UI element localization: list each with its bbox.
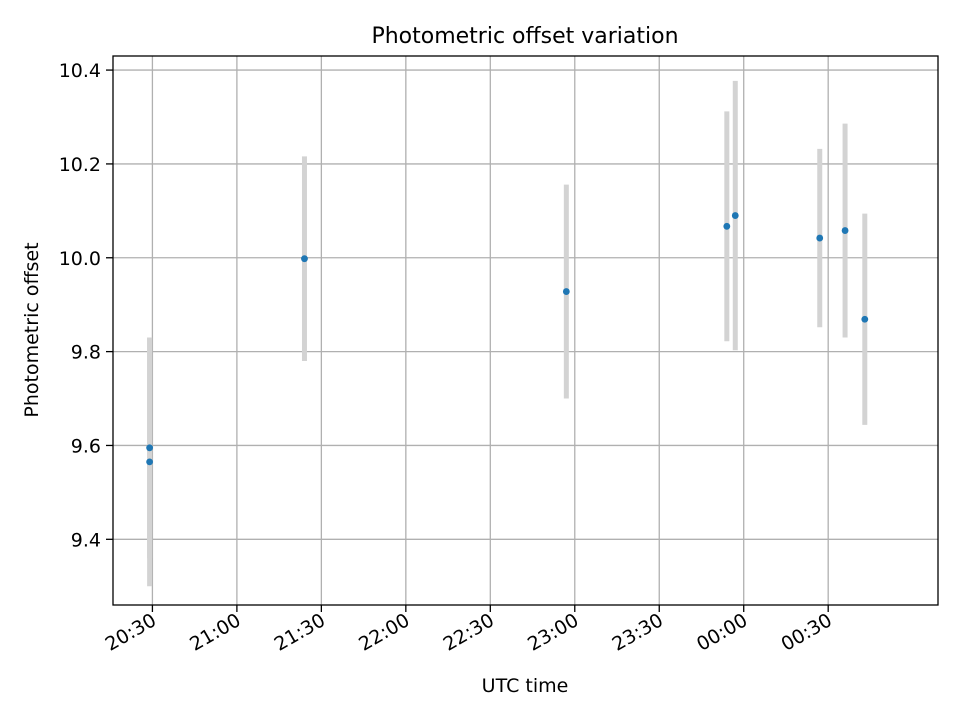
y-axis-ticks: 9.4 9.6 9.8 10.0 10.2 10.4 [59, 60, 113, 551]
data-point [861, 315, 869, 323]
plot-frame [112, 55, 939, 606]
data-point [562, 288, 570, 295]
data-point [816, 234, 824, 242]
data-point [301, 255, 308, 263]
data-point [731, 212, 739, 219]
y-tick-label: 9.4 [71, 529, 101, 551]
data-point [723, 222, 731, 230]
y-axis-label: Photometric offset [21, 242, 43, 417]
y-tick-label: 9.6 [71, 435, 101, 457]
y-tick-label: 10.0 [59, 248, 101, 270]
y-tick-label: 10.2 [59, 154, 101, 176]
data-point [146, 444, 154, 452]
chart-title: Photometric offset variation [371, 24, 678, 49]
grid-lines [113, 56, 938, 605]
data-point [146, 458, 154, 466]
data-point [841, 227, 849, 234]
y-tick-label: 10.4 [59, 60, 101, 82]
x-axis-label: UTC time [482, 675, 569, 697]
data-points [146, 212, 869, 466]
y-tick-label: 9.8 [71, 342, 101, 364]
